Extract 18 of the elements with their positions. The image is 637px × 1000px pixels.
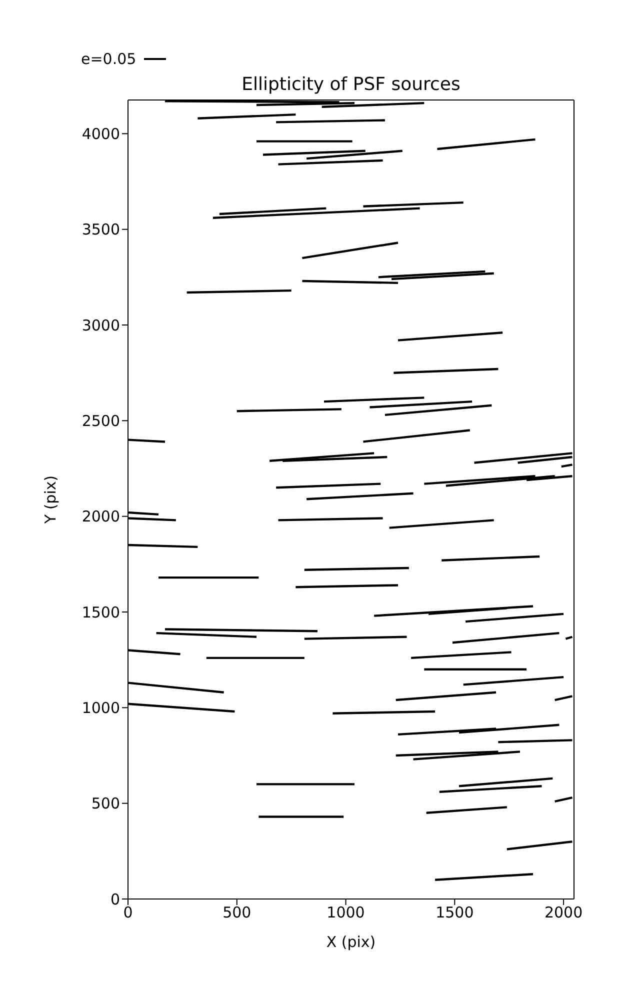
y-tick-label: 0 xyxy=(110,890,120,908)
x-tick-label: 2000 xyxy=(544,904,583,922)
y-tick-label: 4000 xyxy=(82,125,120,143)
text: e=0.05 xyxy=(81,50,136,68)
chart-title: Ellipticity of PSF sources xyxy=(240,74,462,95)
x-tick-label: 0 xyxy=(123,904,133,922)
y-axis-title: Y (pix) xyxy=(41,475,60,525)
y-tick-label: 2000 xyxy=(82,508,120,526)
y-tick-label: 1000 xyxy=(82,698,120,717)
y-tick-label: 3500 xyxy=(82,220,120,239)
x-tick-label: 1500 xyxy=(436,904,474,922)
y-tick-label: 500 xyxy=(91,794,120,813)
x-tick-label: 500 xyxy=(222,904,252,922)
y-tick-label: 1500 xyxy=(82,603,120,622)
x-axis-title: X (pix) xyxy=(326,933,376,951)
y-tick-label: 3000 xyxy=(82,316,120,334)
x-tick-label: 1000 xyxy=(326,904,365,922)
y-tick-label: 2500 xyxy=(82,412,120,430)
